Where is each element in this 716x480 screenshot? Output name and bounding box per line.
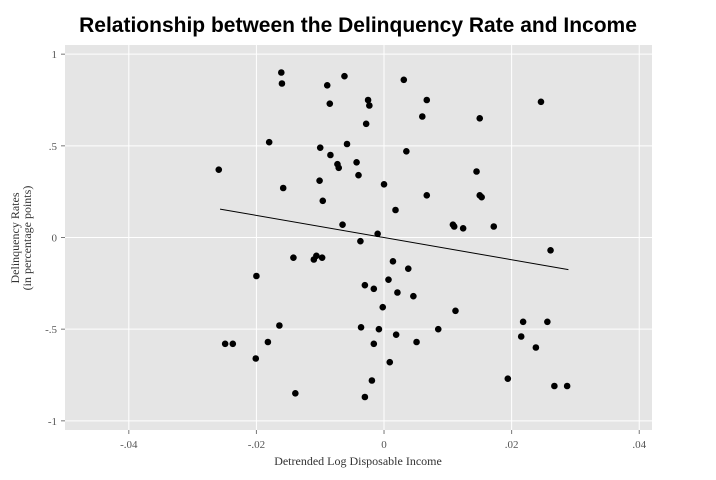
chart-title: Relationship between the Delinquency Rat… <box>79 14 637 37</box>
data-point <box>473 168 480 175</box>
regression-line <box>219 208 569 271</box>
data-point <box>563 382 571 390</box>
data-point <box>364 96 372 104</box>
data-point <box>265 138 273 146</box>
data-point <box>413 338 420 346</box>
data-point <box>279 184 287 192</box>
data-point <box>403 148 410 155</box>
data-point <box>375 325 383 333</box>
data-point <box>318 254 326 261</box>
y-tick-label: 1 <box>52 49 58 61</box>
data-point <box>343 140 351 148</box>
data-point <box>229 340 237 348</box>
x-tick-label: 0 <box>381 439 387 451</box>
data-point <box>252 355 260 362</box>
data-point <box>410 292 417 300</box>
data-point <box>290 254 297 261</box>
data-point <box>313 252 320 260</box>
y-axis-label-units: (in percentage points) <box>20 186 34 291</box>
data-point <box>355 171 362 179</box>
data-point <box>547 247 554 254</box>
data-point <box>504 375 512 382</box>
data-point <box>400 76 408 84</box>
data-point <box>316 177 323 184</box>
data-point <box>341 72 348 80</box>
data-point <box>379 303 387 311</box>
data-point <box>370 340 378 348</box>
data-point <box>323 82 331 89</box>
y-axis-label: Delinquency Rates <box>8 192 22 283</box>
data-point <box>319 197 327 205</box>
data-point <box>292 390 299 397</box>
data-point <box>392 206 399 214</box>
x-tick-label: .04 <box>632 439 646 451</box>
data-point <box>532 344 540 351</box>
data-point <box>517 333 525 340</box>
data-point <box>380 181 388 188</box>
data-point <box>357 237 364 245</box>
data-point <box>459 225 467 232</box>
data-point <box>537 98 545 106</box>
x-tick-label: .02 <box>505 439 519 451</box>
data-point <box>386 358 394 366</box>
y-tick-label: -1 <box>48 416 57 428</box>
data-point <box>519 318 527 326</box>
data-point <box>362 120 370 128</box>
data-point <box>423 96 431 104</box>
data-point <box>385 276 392 283</box>
data-point <box>264 338 272 346</box>
data-point <box>368 377 376 384</box>
data-point <box>404 265 412 272</box>
data-point <box>476 115 484 122</box>
data-point <box>316 144 324 151</box>
data-point <box>253 272 260 280</box>
data-point <box>361 393 369 401</box>
data-point <box>276 322 283 329</box>
data-point <box>394 289 401 296</box>
data-point <box>326 100 334 107</box>
data-point <box>419 113 426 120</box>
data-point <box>361 281 369 289</box>
data-points <box>215 69 571 401</box>
data-point <box>278 80 286 87</box>
data-point <box>544 318 551 326</box>
data-point <box>339 221 346 228</box>
data-point <box>478 193 485 201</box>
data-point <box>215 166 223 173</box>
grid-lines <box>65 45 652 430</box>
data-point <box>374 230 381 238</box>
x-axis-label: Detrended Log Disposable Income <box>274 454 442 468</box>
data-point <box>389 258 397 265</box>
data-point <box>490 223 498 230</box>
data-point <box>450 223 458 230</box>
data-point <box>370 285 378 293</box>
data-point <box>434 325 442 333</box>
data-point <box>277 69 285 76</box>
data-point <box>551 382 558 390</box>
data-point <box>353 159 360 166</box>
x-tick-label: -.04 <box>120 439 138 451</box>
y-tick-label: -.5 <box>45 324 57 336</box>
data-point <box>357 324 365 331</box>
y-axis: -1 -.5 0 .5 1 <box>45 49 65 428</box>
data-point <box>392 331 400 338</box>
data-point <box>366 102 373 109</box>
data-point <box>327 151 334 159</box>
y-tick-label: 0 <box>52 233 58 245</box>
data-point <box>452 307 459 315</box>
x-axis: -.04 -.02 0 .02 .04 <box>120 430 647 451</box>
y-tick-label: .5 <box>49 141 58 153</box>
data-point <box>221 340 229 348</box>
data-point <box>423 192 431 199</box>
x-tick-label: -.02 <box>248 439 265 451</box>
data-point <box>335 164 343 172</box>
